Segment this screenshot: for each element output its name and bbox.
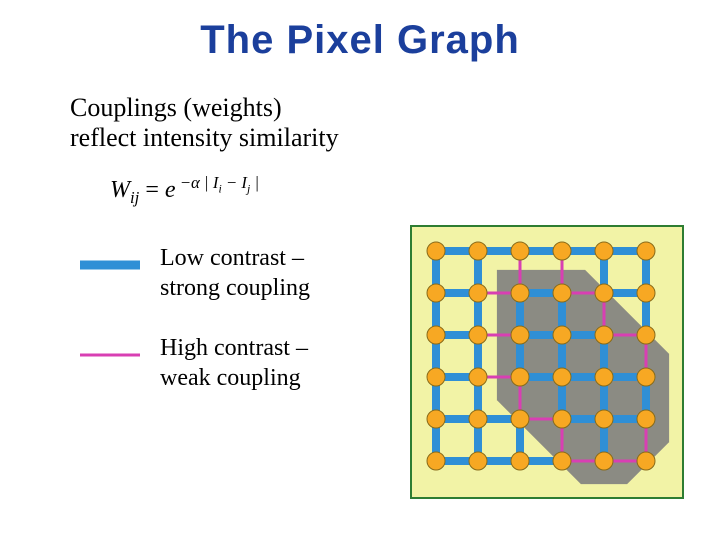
legend-strong-line-1: Low contrast – bbox=[160, 243, 310, 273]
legend-swatch-strong bbox=[80, 255, 140, 280]
legend-strong-line-2: strong coupling bbox=[160, 273, 310, 303]
subtitle-line-1: Couplings (weights) bbox=[70, 93, 720, 123]
legend-text-strong: Low contrast – strong coupling bbox=[160, 243, 310, 303]
page-title: The Pixel Graph bbox=[0, 18, 720, 63]
pixel-graph-diagram bbox=[410, 225, 684, 499]
legend-weak-line-2: weak coupling bbox=[160, 363, 308, 393]
weight-formula: Wij = e −α | Ii − Ij | bbox=[110, 173, 720, 208]
legend-weak-line-1: High contrast – bbox=[160, 333, 308, 363]
legend-swatch-weak bbox=[80, 345, 140, 370]
subtitle: Couplings (weights) reflect intensity si… bbox=[70, 93, 720, 153]
subtitle-line-2: reflect intensity similarity bbox=[70, 123, 720, 153]
graph-svg bbox=[412, 227, 682, 497]
legend-text-weak: High contrast – weak coupling bbox=[160, 333, 308, 393]
